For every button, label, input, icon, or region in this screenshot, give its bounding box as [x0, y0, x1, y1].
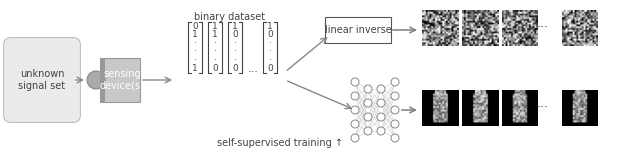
Text: ·: ·: [214, 39, 216, 48]
Circle shape: [377, 127, 385, 135]
Text: ···: ···: [537, 21, 549, 35]
Text: ·: ·: [193, 39, 196, 48]
Circle shape: [391, 78, 399, 86]
FancyBboxPatch shape: [4, 38, 81, 122]
Circle shape: [364, 113, 372, 121]
Circle shape: [87, 71, 105, 89]
Text: 1: 1: [232, 22, 238, 31]
Text: unknown
signal set: unknown signal set: [19, 69, 65, 91]
Circle shape: [364, 85, 372, 93]
Text: sensing
device(s): sensing device(s): [100, 69, 145, 91]
Circle shape: [391, 106, 399, 114]
FancyBboxPatch shape: [100, 58, 140, 102]
Text: ·: ·: [214, 47, 216, 56]
Text: linear inverse: linear inverse: [324, 25, 392, 35]
Circle shape: [377, 113, 385, 121]
Circle shape: [351, 120, 359, 128]
Text: ·: ·: [214, 56, 216, 65]
Circle shape: [364, 99, 372, 107]
Text: ·: ·: [269, 47, 271, 56]
Text: 1: 1: [212, 30, 218, 39]
Circle shape: [377, 85, 385, 93]
Circle shape: [391, 92, 399, 100]
Text: 0: 0: [192, 22, 198, 31]
Circle shape: [351, 134, 359, 142]
FancyBboxPatch shape: [325, 17, 391, 43]
Circle shape: [377, 99, 385, 107]
Circle shape: [391, 120, 399, 128]
Text: 1: 1: [212, 22, 218, 31]
Text: self-supervised training ↑: self-supervised training ↑: [217, 138, 343, 148]
Text: ·: ·: [234, 39, 236, 48]
Text: ···: ···: [537, 101, 549, 115]
Text: 0: 0: [212, 64, 218, 73]
Text: 1: 1: [267, 22, 273, 31]
Text: ·: ·: [234, 47, 236, 56]
Circle shape: [351, 92, 359, 100]
Text: ···: ···: [248, 67, 259, 77]
Text: ·: ·: [193, 56, 196, 65]
Circle shape: [391, 134, 399, 142]
Text: ·: ·: [193, 47, 196, 56]
Circle shape: [364, 127, 372, 135]
Text: 1: 1: [192, 64, 198, 73]
Text: 0: 0: [232, 30, 238, 39]
Text: binary dataset: binary dataset: [195, 12, 266, 22]
Text: 0: 0: [232, 64, 238, 73]
Text: 0: 0: [267, 64, 273, 73]
Text: ·: ·: [234, 56, 236, 65]
Text: 0: 0: [267, 30, 273, 39]
FancyBboxPatch shape: [100, 58, 105, 102]
Circle shape: [351, 106, 359, 114]
Text: ·: ·: [269, 56, 271, 65]
Text: 1: 1: [192, 30, 198, 39]
Text: ·: ·: [269, 39, 271, 48]
Circle shape: [351, 78, 359, 86]
